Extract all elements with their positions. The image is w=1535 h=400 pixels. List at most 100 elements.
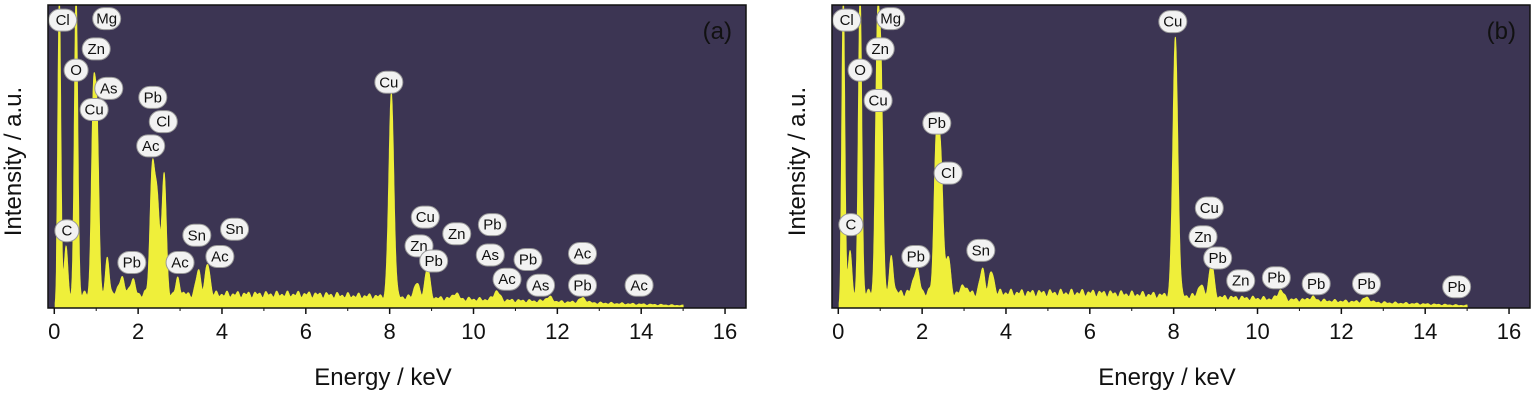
x-tick-label: 10 [461, 319, 485, 344]
x-tick-label: 14 [1413, 319, 1437, 344]
peak-label-bubble [81, 37, 111, 61]
axes-frame [47, 4, 747, 309]
peak-label-pb: Pb [123, 255, 141, 272]
peak-label-bubble [1194, 196, 1224, 220]
x-axis-title: Energy / keV [1098, 364, 1235, 391]
peak-label-pb: Pb [144, 89, 162, 106]
peak-label-ac: Ac [574, 245, 592, 262]
peak-label-ac: Ac [630, 277, 648, 294]
peak-label-cu: Cu [416, 209, 435, 226]
peak-label-sn: Sn [972, 242, 990, 259]
panel-label: (a) [703, 18, 732, 45]
x-tick-label: 0 [832, 319, 844, 344]
peak-label-bubble [966, 238, 996, 262]
peak-label-pb: Pb [1307, 276, 1325, 293]
peak-label-bubble [138, 85, 168, 109]
peak-label-bubble [492, 267, 522, 291]
peak-label-pb: Pb [573, 277, 591, 294]
peak-label-o: O [70, 62, 82, 79]
peak-label-bubble [1188, 225, 1218, 249]
peak-label-bubble [863, 88, 893, 112]
peak-label-cu: Cu [1200, 200, 1219, 217]
peak-label-mg: Mg [880, 11, 901, 28]
peak-label-bubble [63, 58, 89, 82]
peak-label-pb: Pb [1209, 250, 1227, 267]
peak-label-zn: Zn [448, 226, 466, 243]
peak-label-bubble [838, 213, 864, 237]
x-tick-label: 6 [300, 319, 312, 344]
peak-label-pb: Pb [928, 115, 946, 132]
x-tick-label: 2 [132, 319, 144, 344]
peak-label-cu: Cu [379, 74, 398, 91]
peak-label-bubble [1261, 266, 1291, 290]
peak-label-pb: Pb [1357, 276, 1375, 293]
x-tick-label: 16 [1497, 319, 1521, 344]
peak-label-bubble [1226, 269, 1256, 293]
peak-label-sn: Sn [225, 221, 243, 238]
x-tick-label: 0 [48, 319, 60, 344]
x-tick-label: 14 [629, 319, 653, 344]
peak-label-o: O [854, 62, 866, 79]
peak-label-bubble [92, 7, 122, 31]
peak-label-bubble [513, 248, 543, 272]
x-tick-label: 4 [216, 319, 228, 344]
peak-label-bubble [568, 241, 598, 265]
peak-label-bubble [933, 161, 963, 185]
peak-label-as: As [482, 247, 500, 264]
panel-label: (b) [1487, 18, 1516, 45]
peak-label-sn: Sn [188, 227, 206, 244]
peak-label-pb: Pb [519, 252, 537, 269]
peak-label-pb: Pb [1447, 279, 1465, 296]
peak-label-cl: Cl [56, 12, 70, 29]
x-tick-label: 12 [545, 319, 569, 344]
peak-label-bubble [922, 111, 952, 135]
spectrum-area [838, 4, 1489, 309]
peak-label-bubble [136, 134, 166, 158]
peak-label-bubble [876, 7, 906, 31]
peak-label-as: As [532, 277, 550, 294]
peak-label-ac: Ac [142, 138, 160, 155]
peak-label-c: C [845, 217, 856, 234]
peak-label-bubble [148, 110, 178, 134]
peak-label-bubble [374, 70, 404, 94]
x-tick-label: 8 [1168, 319, 1180, 344]
x-tick-label: 16 [713, 319, 737, 344]
peak-label-zn: Zn [1194, 229, 1212, 246]
peak-label-bubble [477, 213, 507, 237]
axes-frame [831, 4, 1531, 309]
peak-label-bubble [624, 273, 654, 297]
y-axis-title: Intensity / a.u. [784, 87, 811, 236]
peak-label-pb: Pb [425, 253, 443, 270]
peak-label-bubble [1442, 275, 1472, 299]
peak-label-pb: Pb [907, 248, 925, 265]
peak-label-zn: Zn [87, 41, 105, 58]
y-axis-title: Intensity / a.u. [0, 87, 27, 236]
peak-label-bubble [117, 251, 147, 275]
peak-label-cu: Cu [1163, 14, 1182, 31]
x-tick-label: 10 [1245, 319, 1269, 344]
peak-label-cl: Cl [156, 114, 170, 131]
spectrum-area [54, 4, 705, 309]
peak-label-bubble [165, 251, 195, 275]
peak-label-bubble [1352, 272, 1382, 296]
peak-label-bubble [220, 217, 250, 241]
peak-label-pb: Pb [1267, 270, 1285, 287]
peak-label-bubble [410, 205, 440, 229]
peak-label-bubble [526, 273, 556, 297]
peak-label-bubble [54, 219, 80, 243]
peak-label-pb: Pb [483, 217, 501, 234]
peak-label-bubble [865, 37, 895, 61]
peak-label-ac: Ac [211, 248, 229, 265]
x-axis-title: Energy / keV [314, 364, 451, 391]
peak-label-bubble [568, 273, 598, 297]
peak-label-bubble [901, 244, 931, 268]
x-tick-label: 12 [1329, 319, 1353, 344]
peak-label-bubble [182, 223, 212, 247]
peak-label-bubble [1203, 246, 1233, 270]
peak-label-cu: Cu [869, 92, 888, 109]
peak-label-bubble [419, 249, 449, 273]
x-tick-label: 8 [384, 319, 396, 344]
peak-label-cl: Cl [840, 12, 854, 29]
peak-label-mg: Mg [96, 11, 117, 28]
